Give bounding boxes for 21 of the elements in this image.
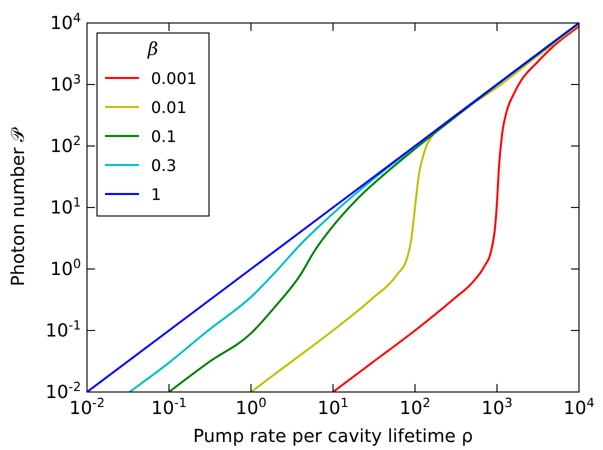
legend-label: 0.01 xyxy=(151,98,187,117)
x-tick-label: 10$^{2}$ xyxy=(400,394,430,419)
y-tick-label: 10$^{2}$ xyxy=(50,132,81,157)
x-tick-label: 10$^{4}$ xyxy=(564,394,594,419)
legend-title: β xyxy=(146,39,158,60)
y-tick-label: 10$^{1}$ xyxy=(50,194,81,218)
x-tick-label: 10$^{-2}$ xyxy=(69,394,105,419)
legend-label: 0.001 xyxy=(151,69,197,88)
y-tick-label: 10$^{-1}$ xyxy=(46,317,81,342)
y-axis-title: Photon number 𝒫 xyxy=(8,126,29,286)
y-tick-label: 10$^{4}$ xyxy=(50,10,81,34)
x-tick-label: 10$^{0}$ xyxy=(236,394,266,419)
legend-label: 1 xyxy=(151,185,162,204)
x-tick-label: 10$^{-1}$ xyxy=(151,394,187,419)
y-tick-label: 10$^{3}$ xyxy=(50,71,81,96)
x-axis-title: Pump rate per cavity lifetime ρ xyxy=(193,426,473,447)
x-tick-label: 10$^{3}$ xyxy=(482,394,512,419)
x-tick-label: 10$^{1}$ xyxy=(318,394,348,419)
legend-label: 0.1 xyxy=(151,127,176,146)
y-tick-label: 10$^{0}$ xyxy=(50,256,81,280)
legend-label: 0.3 xyxy=(151,156,176,175)
